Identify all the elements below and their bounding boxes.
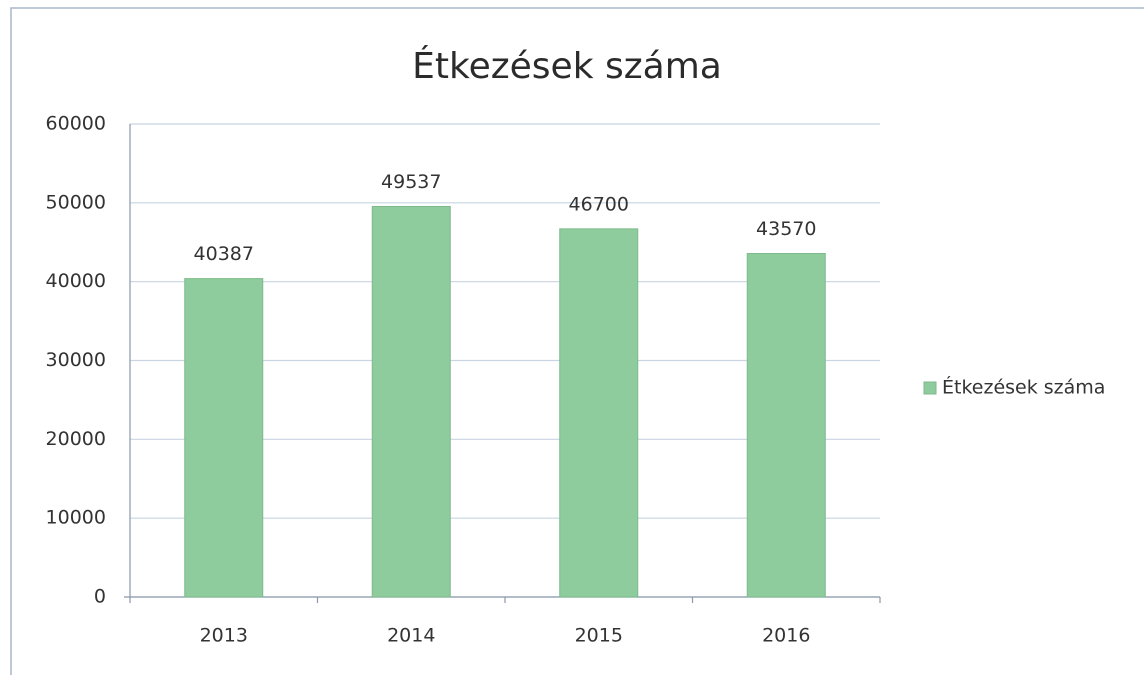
- legend-label: Étkezések száma: [942, 376, 1105, 399]
- data-label: 49537: [381, 171, 441, 193]
- chart-title: Étkezések száma: [412, 45, 722, 87]
- bar: [184, 278, 264, 598]
- x-tick-label: 2015: [575, 625, 623, 647]
- y-tick-label: 40000: [46, 270, 106, 292]
- data-label: 40387: [194, 243, 254, 265]
- bar: [746, 253, 826, 598]
- y-tick-label: 20000: [46, 428, 106, 450]
- x-tick-label: 2016: [762, 625, 810, 647]
- y-tick-label: 60000: [46, 113, 106, 135]
- bar: [559, 228, 639, 598]
- legend-swatch: [923, 381, 937, 395]
- y-tick-label: 10000: [46, 507, 106, 529]
- y-tick-label: 30000: [46, 349, 106, 371]
- y-tick-label: 0: [94, 586, 106, 608]
- data-label: 46700: [569, 193, 629, 215]
- bar: [371, 205, 451, 598]
- data-label: 43570: [756, 218, 816, 240]
- x-tick-label: 2013: [200, 625, 248, 647]
- x-tick-label: 2014: [387, 625, 435, 647]
- y-tick-label: 50000: [46, 191, 106, 213]
